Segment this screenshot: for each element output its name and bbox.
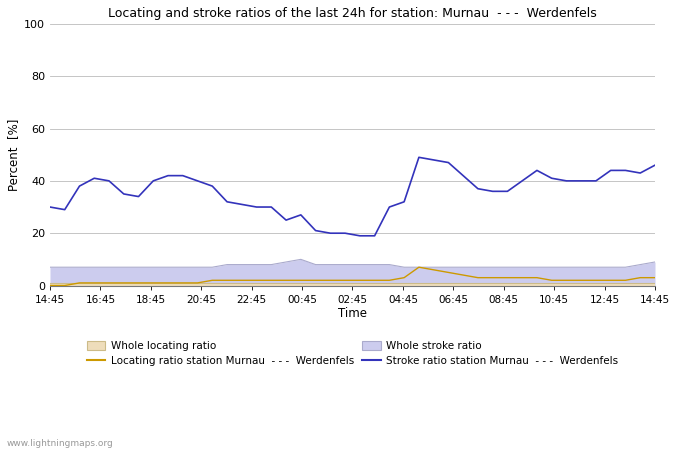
Title: Locating and stroke ratios of the last 24h for station: Murnau  - - -  Werdenfel: Locating and stroke ratios of the last 2… (108, 7, 597, 20)
Legend: Whole locating ratio, Locating ratio station Murnau  - - -  Werdenfels, Whole st: Whole locating ratio, Locating ratio sta… (83, 338, 621, 369)
Y-axis label: Percent  [%]: Percent [%] (7, 118, 20, 191)
X-axis label: Time: Time (338, 307, 367, 320)
Text: www.lightningmaps.org: www.lightningmaps.org (7, 439, 114, 448)
